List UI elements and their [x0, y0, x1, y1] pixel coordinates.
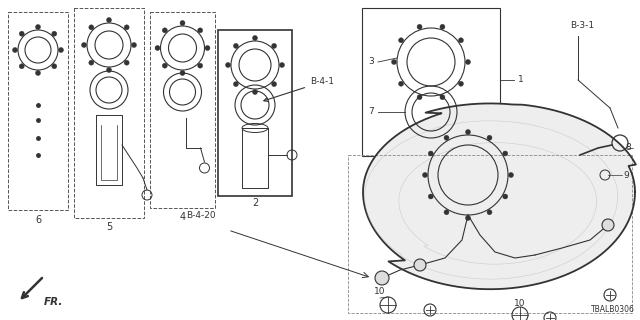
- Circle shape: [399, 38, 404, 43]
- Circle shape: [602, 219, 614, 231]
- Circle shape: [131, 43, 136, 47]
- Bar: [150, 12, 215, 208]
- Circle shape: [163, 63, 167, 68]
- Text: 3: 3: [368, 58, 374, 67]
- Polygon shape: [363, 103, 636, 289]
- Circle shape: [417, 95, 422, 100]
- Circle shape: [180, 70, 185, 76]
- Circle shape: [58, 47, 63, 52]
- Text: FR.: FR.: [44, 297, 63, 307]
- Circle shape: [89, 25, 94, 30]
- Circle shape: [19, 64, 24, 69]
- Circle shape: [124, 25, 129, 30]
- Circle shape: [271, 44, 276, 48]
- Text: 1: 1: [518, 76, 524, 84]
- Circle shape: [487, 210, 492, 215]
- Circle shape: [89, 60, 94, 65]
- Text: 9: 9: [623, 171, 628, 180]
- Circle shape: [19, 31, 24, 36]
- Circle shape: [458, 81, 463, 86]
- Circle shape: [234, 44, 239, 48]
- Circle shape: [155, 45, 160, 51]
- Text: TBALB0306: TBALB0306: [591, 305, 635, 314]
- Circle shape: [180, 20, 185, 26]
- Circle shape: [198, 63, 203, 68]
- Circle shape: [225, 62, 230, 68]
- Circle shape: [458, 38, 463, 43]
- Text: 10: 10: [515, 299, 525, 308]
- Circle shape: [271, 82, 276, 87]
- Bar: [362, 8, 500, 156]
- Circle shape: [428, 194, 433, 199]
- Text: 4: 4: [179, 212, 186, 222]
- Text: 8: 8: [625, 143, 631, 153]
- Circle shape: [440, 95, 445, 100]
- Circle shape: [465, 130, 470, 134]
- Bar: [218, 30, 292, 196]
- Circle shape: [465, 215, 470, 220]
- Circle shape: [444, 210, 449, 215]
- Text: B-4-20: B-4-20: [186, 211, 216, 220]
- Circle shape: [487, 135, 492, 140]
- Circle shape: [35, 70, 40, 76]
- Circle shape: [124, 60, 129, 65]
- Circle shape: [253, 36, 257, 41]
- Bar: [348, 155, 632, 313]
- Circle shape: [163, 28, 167, 33]
- Text: 2: 2: [252, 198, 258, 208]
- Text: 5: 5: [106, 222, 112, 232]
- Circle shape: [392, 60, 397, 65]
- Circle shape: [35, 25, 40, 29]
- Circle shape: [106, 18, 111, 22]
- Circle shape: [440, 24, 445, 29]
- Text: B-3-1: B-3-1: [570, 21, 594, 30]
- Circle shape: [375, 271, 389, 285]
- Circle shape: [503, 151, 508, 156]
- Circle shape: [13, 47, 17, 52]
- Circle shape: [198, 28, 203, 33]
- Circle shape: [509, 172, 513, 178]
- Circle shape: [417, 24, 422, 29]
- Text: 7: 7: [368, 108, 374, 116]
- Circle shape: [234, 82, 239, 87]
- Bar: [8, 12, 68, 210]
- Circle shape: [465, 60, 470, 65]
- Circle shape: [253, 90, 257, 94]
- Circle shape: [280, 62, 285, 68]
- Circle shape: [52, 64, 57, 69]
- Circle shape: [428, 151, 433, 156]
- Circle shape: [81, 43, 86, 47]
- Text: 10: 10: [374, 287, 386, 296]
- Text: B-4-1: B-4-1: [264, 77, 334, 101]
- Circle shape: [422, 172, 428, 178]
- Circle shape: [444, 135, 449, 140]
- Text: 6: 6: [35, 215, 41, 225]
- Circle shape: [414, 259, 426, 271]
- Bar: [74, 8, 144, 218]
- Circle shape: [205, 45, 210, 51]
- Circle shape: [399, 81, 404, 86]
- Circle shape: [106, 68, 111, 73]
- Circle shape: [503, 194, 508, 199]
- Circle shape: [52, 31, 57, 36]
